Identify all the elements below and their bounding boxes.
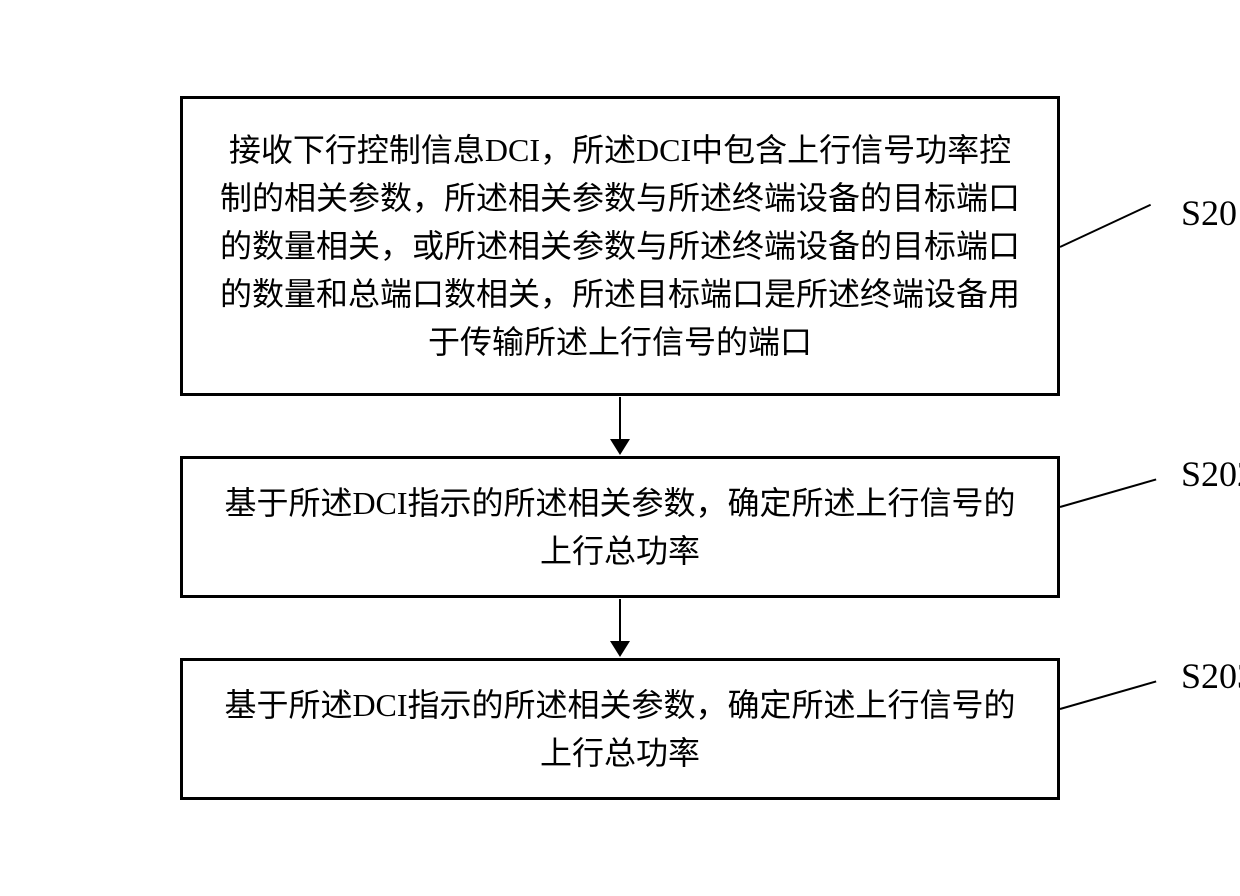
arrow-head-2 — [610, 641, 630, 657]
step-text-3: 基于所述DCI指示的所述相关参数，确定所述上行信号的上行总功率 — [213, 681, 1027, 777]
arrow-line-1 — [619, 397, 621, 439]
label-connector-3 — [1060, 680, 1157, 709]
step-text-1: 接收下行控制信息DCI，所述DCI中包含上行信号功率控制的相关参数，所述相关参数… — [213, 126, 1027, 366]
step-row-2: 基于所述DCI指示的所述相关参数，确定所述上行信号的上行总功率 S202 — [180, 456, 1060, 598]
step-box-3: 基于所述DCI指示的所述相关参数，确定所述上行信号的上行总功率 — [180, 658, 1060, 800]
label-connector-1 — [1060, 204, 1151, 248]
step-box-1: 接收下行控制信息DCI，所述DCI中包含上行信号功率控制的相关参数，所述相关参数… — [180, 96, 1060, 396]
step-row-3: 基于所述DCI指示的所述相关参数，确定所述上行信号的上行总功率 S203 — [180, 658, 1060, 800]
step-text-2: 基于所述DCI指示的所述相关参数，确定所述上行信号的上行总功率 — [213, 479, 1027, 575]
arrow-line-2 — [619, 599, 621, 641]
step-label-3: S203 — [1181, 655, 1240, 697]
flowchart-container: 接收下行控制信息DCI，所述DCI中包含上行信号功率控制的相关参数，所述相关参数… — [130, 66, 1110, 830]
arrow-1 — [610, 396, 630, 456]
step-row-1: 接收下行控制信息DCI，所述DCI中包含上行信号功率控制的相关参数，所述相关参数… — [180, 96, 1060, 396]
step-box-2: 基于所述DCI指示的所述相关参数，确定所述上行信号的上行总功率 — [180, 456, 1060, 598]
arrow-head-1 — [610, 439, 630, 455]
arrow-2 — [610, 598, 630, 658]
label-connector-2 — [1060, 478, 1157, 507]
step-label-1: S201 — [1181, 192, 1240, 234]
step-label-2: S202 — [1181, 453, 1240, 495]
